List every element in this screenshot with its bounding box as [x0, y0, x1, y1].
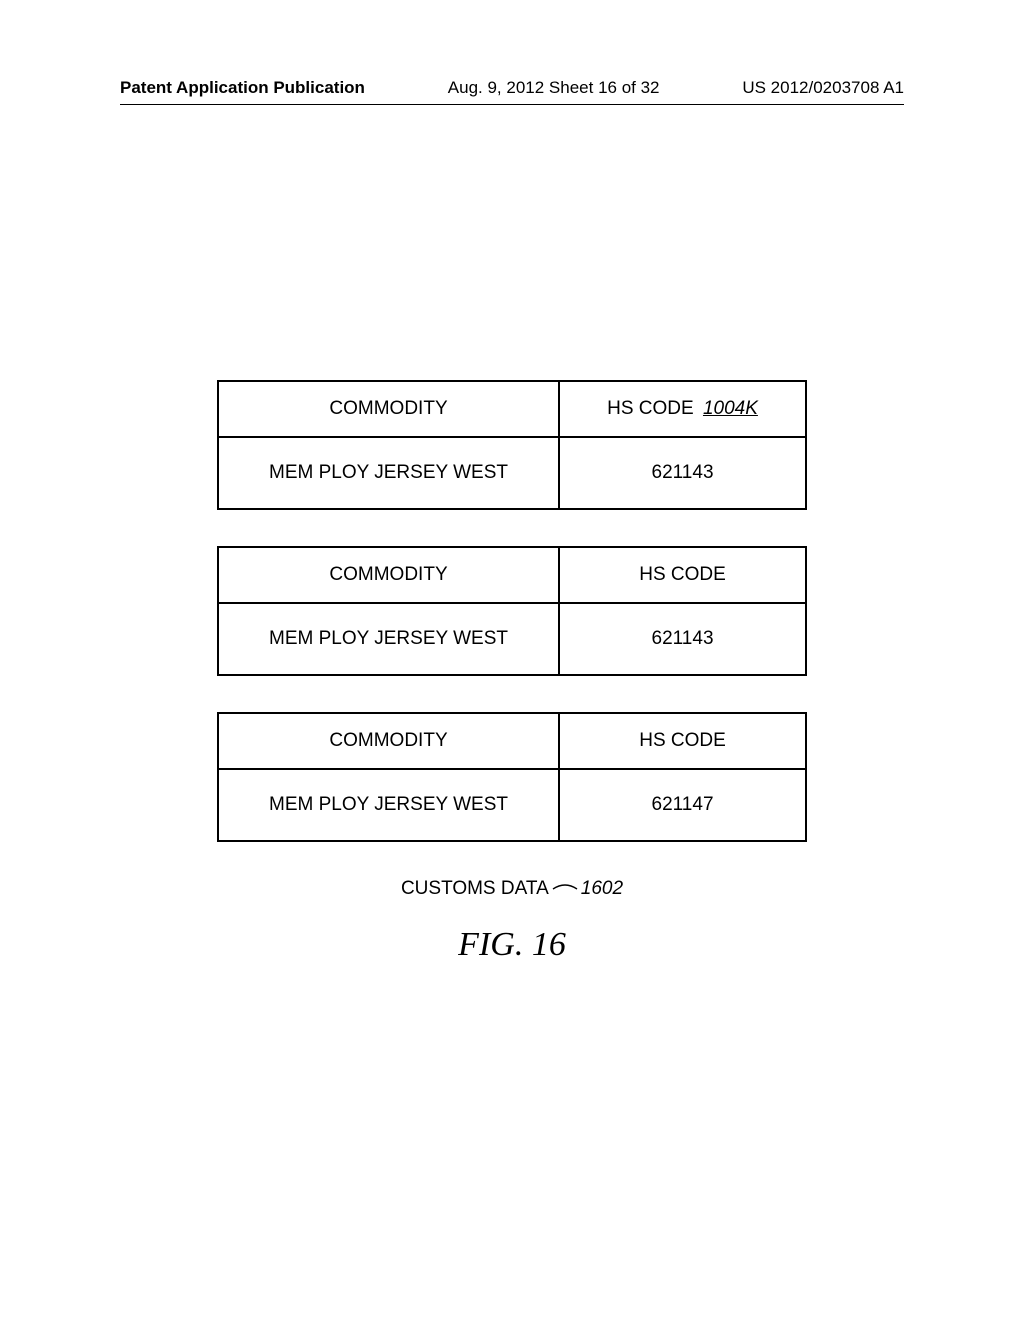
hscode-ref: 1004K — [703, 398, 758, 419]
page-header: Patent Application Publication Aug. 9, 2… — [120, 78, 904, 98]
tables-container: COMMODITY HS CODE 1004K MEM PLOY JERSEY … — [217, 380, 807, 964]
caption-text: CUSTOMS DATA — [401, 878, 549, 899]
data-table-1: COMMODITY HS CODE 1004K MEM PLOY JERSEY … — [217, 380, 807, 510]
cell-commodity: MEM PLOY JERSEY WEST — [218, 769, 559, 841]
cell-hscode: 621143 — [559, 603, 806, 675]
table-header-commodity: COMMODITY — [218, 547, 559, 603]
header-center: Aug. 9, 2012 Sheet 16 of 32 — [448, 78, 660, 98]
header-right: US 2012/0203708 A1 — [742, 78, 904, 98]
table-header-hscode: HS CODE — [559, 713, 806, 769]
header-rule — [120, 104, 904, 105]
caption-ref: 1602 — [581, 878, 623, 899]
hscode-label: HS CODE — [607, 398, 694, 419]
header-left: Patent Application Publication — [120, 78, 365, 98]
table-header-hscode: HS CODE — [559, 547, 806, 603]
data-table-2: COMMODITY HS CODE MEM PLOY JERSEY WEST 6… — [217, 546, 807, 676]
table-header-hscode: HS CODE 1004K — [559, 381, 806, 437]
figure-label: FIG. 16 — [217, 926, 807, 964]
hscode-label: HS CODE — [639, 564, 726, 585]
cell-commodity: MEM PLOY JERSEY WEST — [218, 437, 559, 509]
table-header-commodity: COMMODITY — [218, 713, 559, 769]
cell-hscode: 621147 — [559, 769, 806, 841]
hscode-label: HS CODE — [639, 730, 726, 751]
cell-hscode: 621143 — [559, 437, 806, 509]
cell-commodity: MEM PLOY JERSEY WEST — [218, 603, 559, 675]
caption: CUSTOMS DATA 1602 — [217, 878, 807, 900]
table-header-commodity: COMMODITY — [218, 381, 559, 437]
leader-line-icon — [552, 885, 578, 893]
data-table-3: COMMODITY HS CODE MEM PLOY JERSEY WEST 6… — [217, 712, 807, 842]
